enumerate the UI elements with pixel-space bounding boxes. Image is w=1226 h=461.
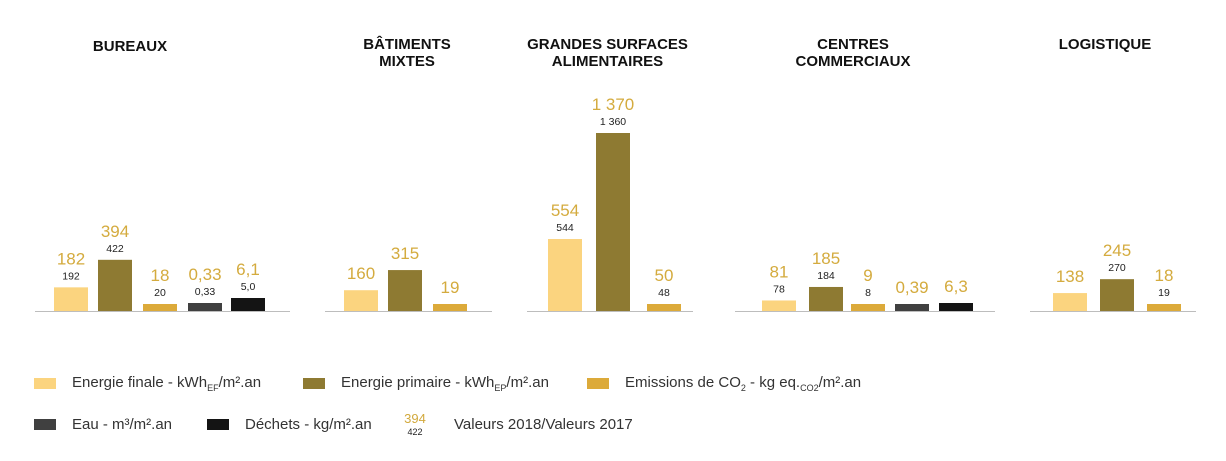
value-2017-bureaux-energie-primaire: 422: [106, 243, 124, 255]
legend-label-energie-finale: Energie finale - kWhEF/m².an: [72, 374, 262, 393]
chart-title-logistique: LOGISTIQUE: [1058, 36, 1152, 53]
legend-energie-finale: Energie finale - kWhEF/m².an: [34, 374, 261, 393]
value-2018-b-timents-mixtes-energie-finale: 160: [347, 264, 375, 283]
value-2017-grandes-surfaces-alimentaires-emissions-de-co2: 48: [658, 287, 670, 299]
bar-bureaux-d-chets: [231, 298, 265, 311]
chart-title-bureaux: BUREAUX: [92, 38, 168, 55]
value-2017-centres-commerciaux-energie-finale: 78: [773, 283, 785, 295]
legend-dechets: Déchets - kg/m².an: [207, 416, 372, 433]
value-2018-b-timents-mixtes-energie-primaire: 315: [391, 244, 419, 263]
bar-logistique-energie-primaire: [1100, 279, 1134, 311]
bar-grandes-surfaces-alimentaires-energie-finale: [548, 239, 582, 311]
value-2018-grandes-surfaces-alimentaires-emissions-de-co2: 50: [655, 266, 674, 285]
value-2018-bureaux-energie-finale: 182: [57, 249, 85, 268]
value-2018-bureaux-d-chets: 6,1: [236, 260, 260, 279]
legend-label-eau: Eau - m³/m².an: [72, 416, 173, 433]
bar-b-timents-mixtes-energie-primaire: [388, 270, 422, 311]
value-2017-centres-commerciaux-energie-primaire: 184: [817, 270, 835, 282]
legend-label-valeurs: Valeurs 2018/Valeurs 2017: [454, 416, 633, 433]
legend-sample-2018: 394: [404, 411, 426, 426]
value-2017-logistique-energie-primaire: 270: [1108, 262, 1126, 274]
value-2018-logistique-emissions-de-co2: 18: [1155, 266, 1174, 285]
value-2017-bureaux-d-chets: 5,0: [241, 281, 256, 293]
bar-centres-commerciaux-eau: [895, 304, 929, 311]
value-2017-grandes-surfaces-alimentaires-energie-primaire: 1 360: [600, 116, 626, 128]
bar-bureaux-energie-finale: [54, 287, 88, 311]
chart-title-batiments-mixtes: BÂTIMENTS MIXTES: [363, 36, 451, 70]
legend-energie-primaire: Energie primaire - kWhEP/m².an: [303, 374, 549, 393]
value-2017-grandes-surfaces-alimentaires-energie-finale: 544: [556, 222, 574, 234]
bar-logistique-emissions-de-co2: [1147, 304, 1181, 311]
value-2018-logistique-energie-primaire: 245: [1103, 241, 1131, 260]
value-2017-centres-commerciaux-emissions-de-co2: 8: [865, 287, 871, 299]
legend-swatch-energie-finale: [34, 378, 56, 389]
charts-canvas: 192 182 422 394 20 18 0,33 0,33 5,0 6,1 160 315 19 54…: [35, 95, 1196, 312]
legend-sample-2017: 422: [407, 427, 423, 437]
value-2017-logistique-emissions-de-co2: 19: [1158, 287, 1170, 299]
bar-logistique-energie-finale: [1053, 293, 1087, 311]
bar-bureaux-energie-primaire: [98, 259, 132, 311]
value-2018-centres-commerciaux-emissions-de-co2: 9: [863, 266, 872, 285]
value-2018-grandes-surfaces-alimentaires-energie-primaire: 1 370: [592, 95, 635, 114]
legend-emissions-co2: Emissions de CO2 - kg eq.CO2/m².an: [587, 374, 861, 393]
bar-b-timents-mixtes-emissions-de-co2: [433, 304, 467, 311]
value-2018-bureaux-eau: 0,33: [188, 265, 221, 284]
bar-centres-commerciaux-d-chets: [939, 303, 973, 311]
bar-centres-commerciaux-emissions-de-co2: [851, 304, 885, 311]
value-2017-bureaux-eau: 0,33: [195, 286, 216, 298]
bar-bureaux-eau: [188, 303, 222, 311]
bar-grandes-surfaces-alimentaires-energie-primaire: [596, 133, 630, 311]
legend-label-emissions-co2: Emissions de CO2 - kg eq.CO2/m².an: [625, 374, 862, 393]
bar-bureaux-emissions-de-co2: [143, 304, 177, 311]
bar-b-timents-mixtes-energie-finale: [344, 290, 378, 311]
value-2018-centres-commerciaux-d-chets: 6,3: [944, 277, 968, 296]
legend-swatch-energie-primaire: [303, 378, 325, 389]
legend-label-energie-primaire: Energie primaire - kWhEP/m².an: [341, 374, 549, 393]
value-2018-centres-commerciaux-energie-primaire: 185: [812, 249, 840, 268]
legend-swatch-dechets: [207, 419, 229, 430]
chart-title-grandes-surfaces: GRANDES SURFACES ALIMENTAIRES: [527, 36, 688, 70]
value-2018-logistique-energie-finale: 138: [1056, 267, 1084, 286]
legend-sample-values: 394 422: [398, 412, 432, 438]
value-2018-centres-commerciaux-energie-finale: 81: [770, 262, 789, 281]
legend-swatch-emissions-co2: [587, 378, 609, 389]
legend-label-dechets: Déchets - kg/m².an: [245, 416, 372, 433]
value-2017-bureaux-energie-finale: 192: [62, 270, 80, 282]
bar-centres-commerciaux-energie-primaire: [809, 286, 843, 311]
legend-valeurs: Valeurs 2018/Valeurs 2017: [454, 416, 633, 433]
chart-title-centres-commerciaux: CENTRES COMMERCIAUX: [795, 36, 911, 70]
bar-grandes-surfaces-alimentaires-emissions-de-co2: [647, 304, 681, 311]
value-2018-grandes-surfaces-alimentaires-energie-finale: 554: [551, 201, 579, 220]
legend-swatch-eau: [34, 419, 56, 430]
value-2017-bureaux-emissions-de-co2: 20: [154, 287, 166, 299]
value-2018-b-timents-mixtes-emissions-de-co2: 19: [441, 278, 460, 297]
legend-eau: Eau - m³/m².an: [34, 416, 172, 433]
value-2018-bureaux-energie-primaire: 394: [101, 222, 129, 241]
bar-centres-commerciaux-energie-finale: [762, 300, 796, 311]
value-2018-centres-commerciaux-eau: 0,39: [895, 278, 928, 297]
value-2018-bureaux-emissions-de-co2: 18: [151, 266, 170, 285]
